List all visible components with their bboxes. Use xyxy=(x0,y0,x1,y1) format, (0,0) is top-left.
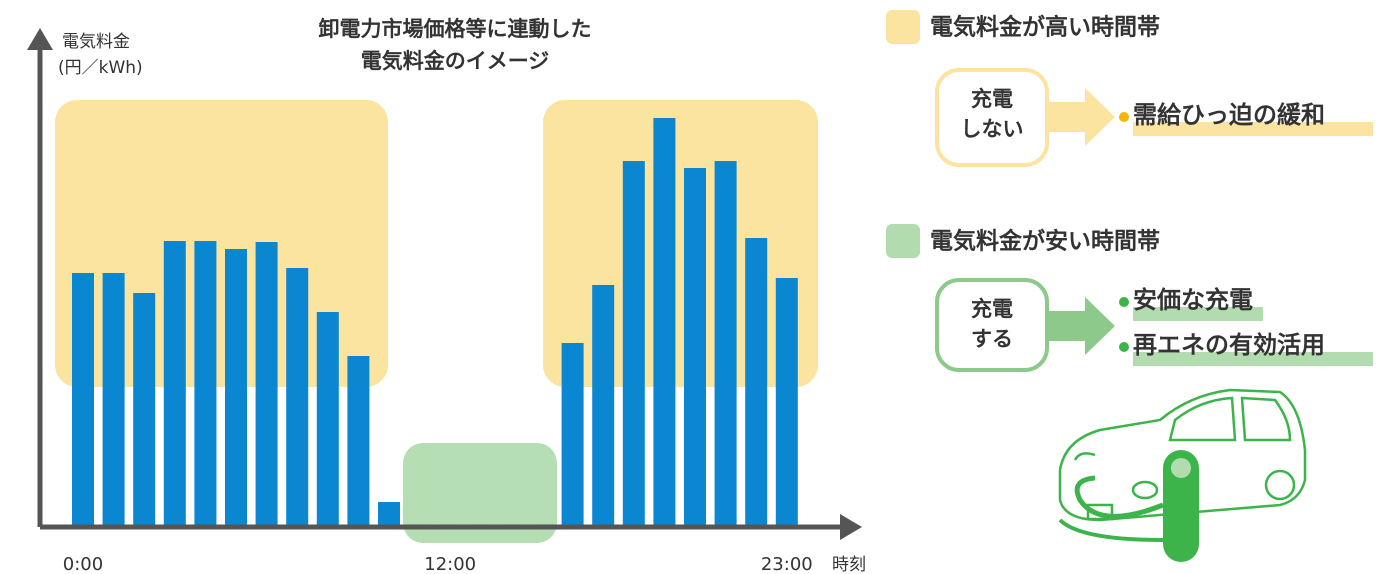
bar xyxy=(714,161,737,527)
bullet xyxy=(1119,112,1129,122)
effect: 安価な充電 xyxy=(1133,286,1253,314)
arrow xyxy=(1049,297,1115,355)
bullet xyxy=(1119,342,1129,352)
bar xyxy=(255,242,278,527)
bar xyxy=(194,241,217,527)
arrow xyxy=(1049,88,1115,146)
action-label: しない xyxy=(961,117,1024,141)
bar xyxy=(133,293,156,527)
bar xyxy=(72,273,94,527)
low-price-zone xyxy=(403,443,557,543)
effect: 需給ひっ迫の緩和 xyxy=(1133,101,1325,129)
bar xyxy=(561,343,584,527)
bar xyxy=(622,161,645,527)
ev-car-icon xyxy=(1058,388,1307,522)
x-tick-label: 0:00 xyxy=(63,554,103,574)
bullet xyxy=(1119,297,1129,307)
legend-label: 電気料金が安い時間帯 xyxy=(930,228,1160,255)
bar xyxy=(653,118,676,527)
x-tick-label: 23:00 xyxy=(761,554,813,574)
bar xyxy=(378,502,400,527)
bar xyxy=(745,238,768,527)
bar xyxy=(592,285,615,527)
chart-title: 電気料金のイメージ xyxy=(361,49,550,73)
bar xyxy=(102,273,125,527)
x-axis-arrow xyxy=(840,514,862,540)
bar xyxy=(163,241,186,527)
bar xyxy=(775,278,798,527)
x-axis-label: 時刻 xyxy=(832,555,866,574)
y-axis-label: (円／kWh) xyxy=(58,58,143,78)
bar xyxy=(684,168,706,527)
x-tick-label: 12:00 xyxy=(424,554,476,574)
bar xyxy=(347,356,370,527)
bar xyxy=(225,249,247,527)
highlight xyxy=(1133,307,1263,321)
highlight xyxy=(1133,122,1373,136)
legend-label: 電気料金が高い時間帯 xyxy=(930,14,1160,41)
highlight xyxy=(1133,352,1373,366)
action-label: 充電 xyxy=(971,87,1013,111)
action-box xyxy=(935,68,1049,167)
chart-title: 卸電力市場価格等に連動した xyxy=(319,17,592,41)
charger-icon xyxy=(1058,450,1199,562)
action-box xyxy=(935,278,1049,372)
y-axis-arrow xyxy=(27,28,53,50)
action-label: 充電 xyxy=(971,297,1013,321)
legend-swatch xyxy=(886,224,920,258)
y-axis-label: 電気料金 xyxy=(62,32,130,52)
action-label: する xyxy=(971,327,1013,351)
effect: 再エネの有効活用 xyxy=(1133,331,1325,359)
legend-swatch xyxy=(886,10,920,44)
bar xyxy=(316,312,339,527)
bar xyxy=(286,268,309,527)
